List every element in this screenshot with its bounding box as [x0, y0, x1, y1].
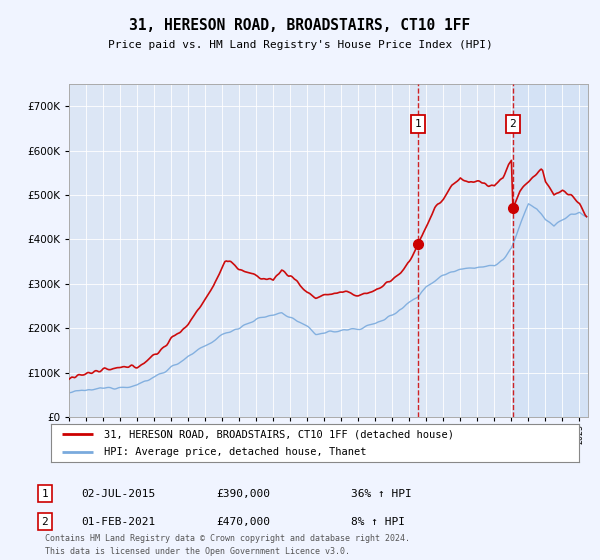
Text: Contains HM Land Registry data © Crown copyright and database right 2024.
This d: Contains HM Land Registry data © Crown c…	[45, 534, 410, 556]
Text: £390,000: £390,000	[216, 489, 270, 499]
Text: 2: 2	[41, 517, 49, 527]
Text: £470,000: £470,000	[216, 517, 270, 527]
Text: 1: 1	[41, 489, 49, 499]
Text: 2: 2	[509, 119, 516, 129]
Text: HPI: Average price, detached house, Thanet: HPI: Average price, detached house, Than…	[104, 447, 366, 457]
Text: 31, HERESON ROAD, BROADSTAIRS, CT10 1FF: 31, HERESON ROAD, BROADSTAIRS, CT10 1FF	[130, 18, 470, 32]
Text: 1: 1	[415, 119, 421, 129]
Text: 8% ↑ HPI: 8% ↑ HPI	[351, 517, 405, 527]
Text: 02-JUL-2015: 02-JUL-2015	[81, 489, 155, 499]
Text: 31, HERESON ROAD, BROADSTAIRS, CT10 1FF (detached house): 31, HERESON ROAD, BROADSTAIRS, CT10 1FF …	[104, 429, 454, 439]
Text: 01-FEB-2021: 01-FEB-2021	[81, 517, 155, 527]
Text: 36% ↑ HPI: 36% ↑ HPI	[351, 489, 412, 499]
Bar	[513, 84, 588, 417]
Text: Price paid vs. HM Land Registry's House Price Index (HPI): Price paid vs. HM Land Registry's House …	[107, 40, 493, 50]
